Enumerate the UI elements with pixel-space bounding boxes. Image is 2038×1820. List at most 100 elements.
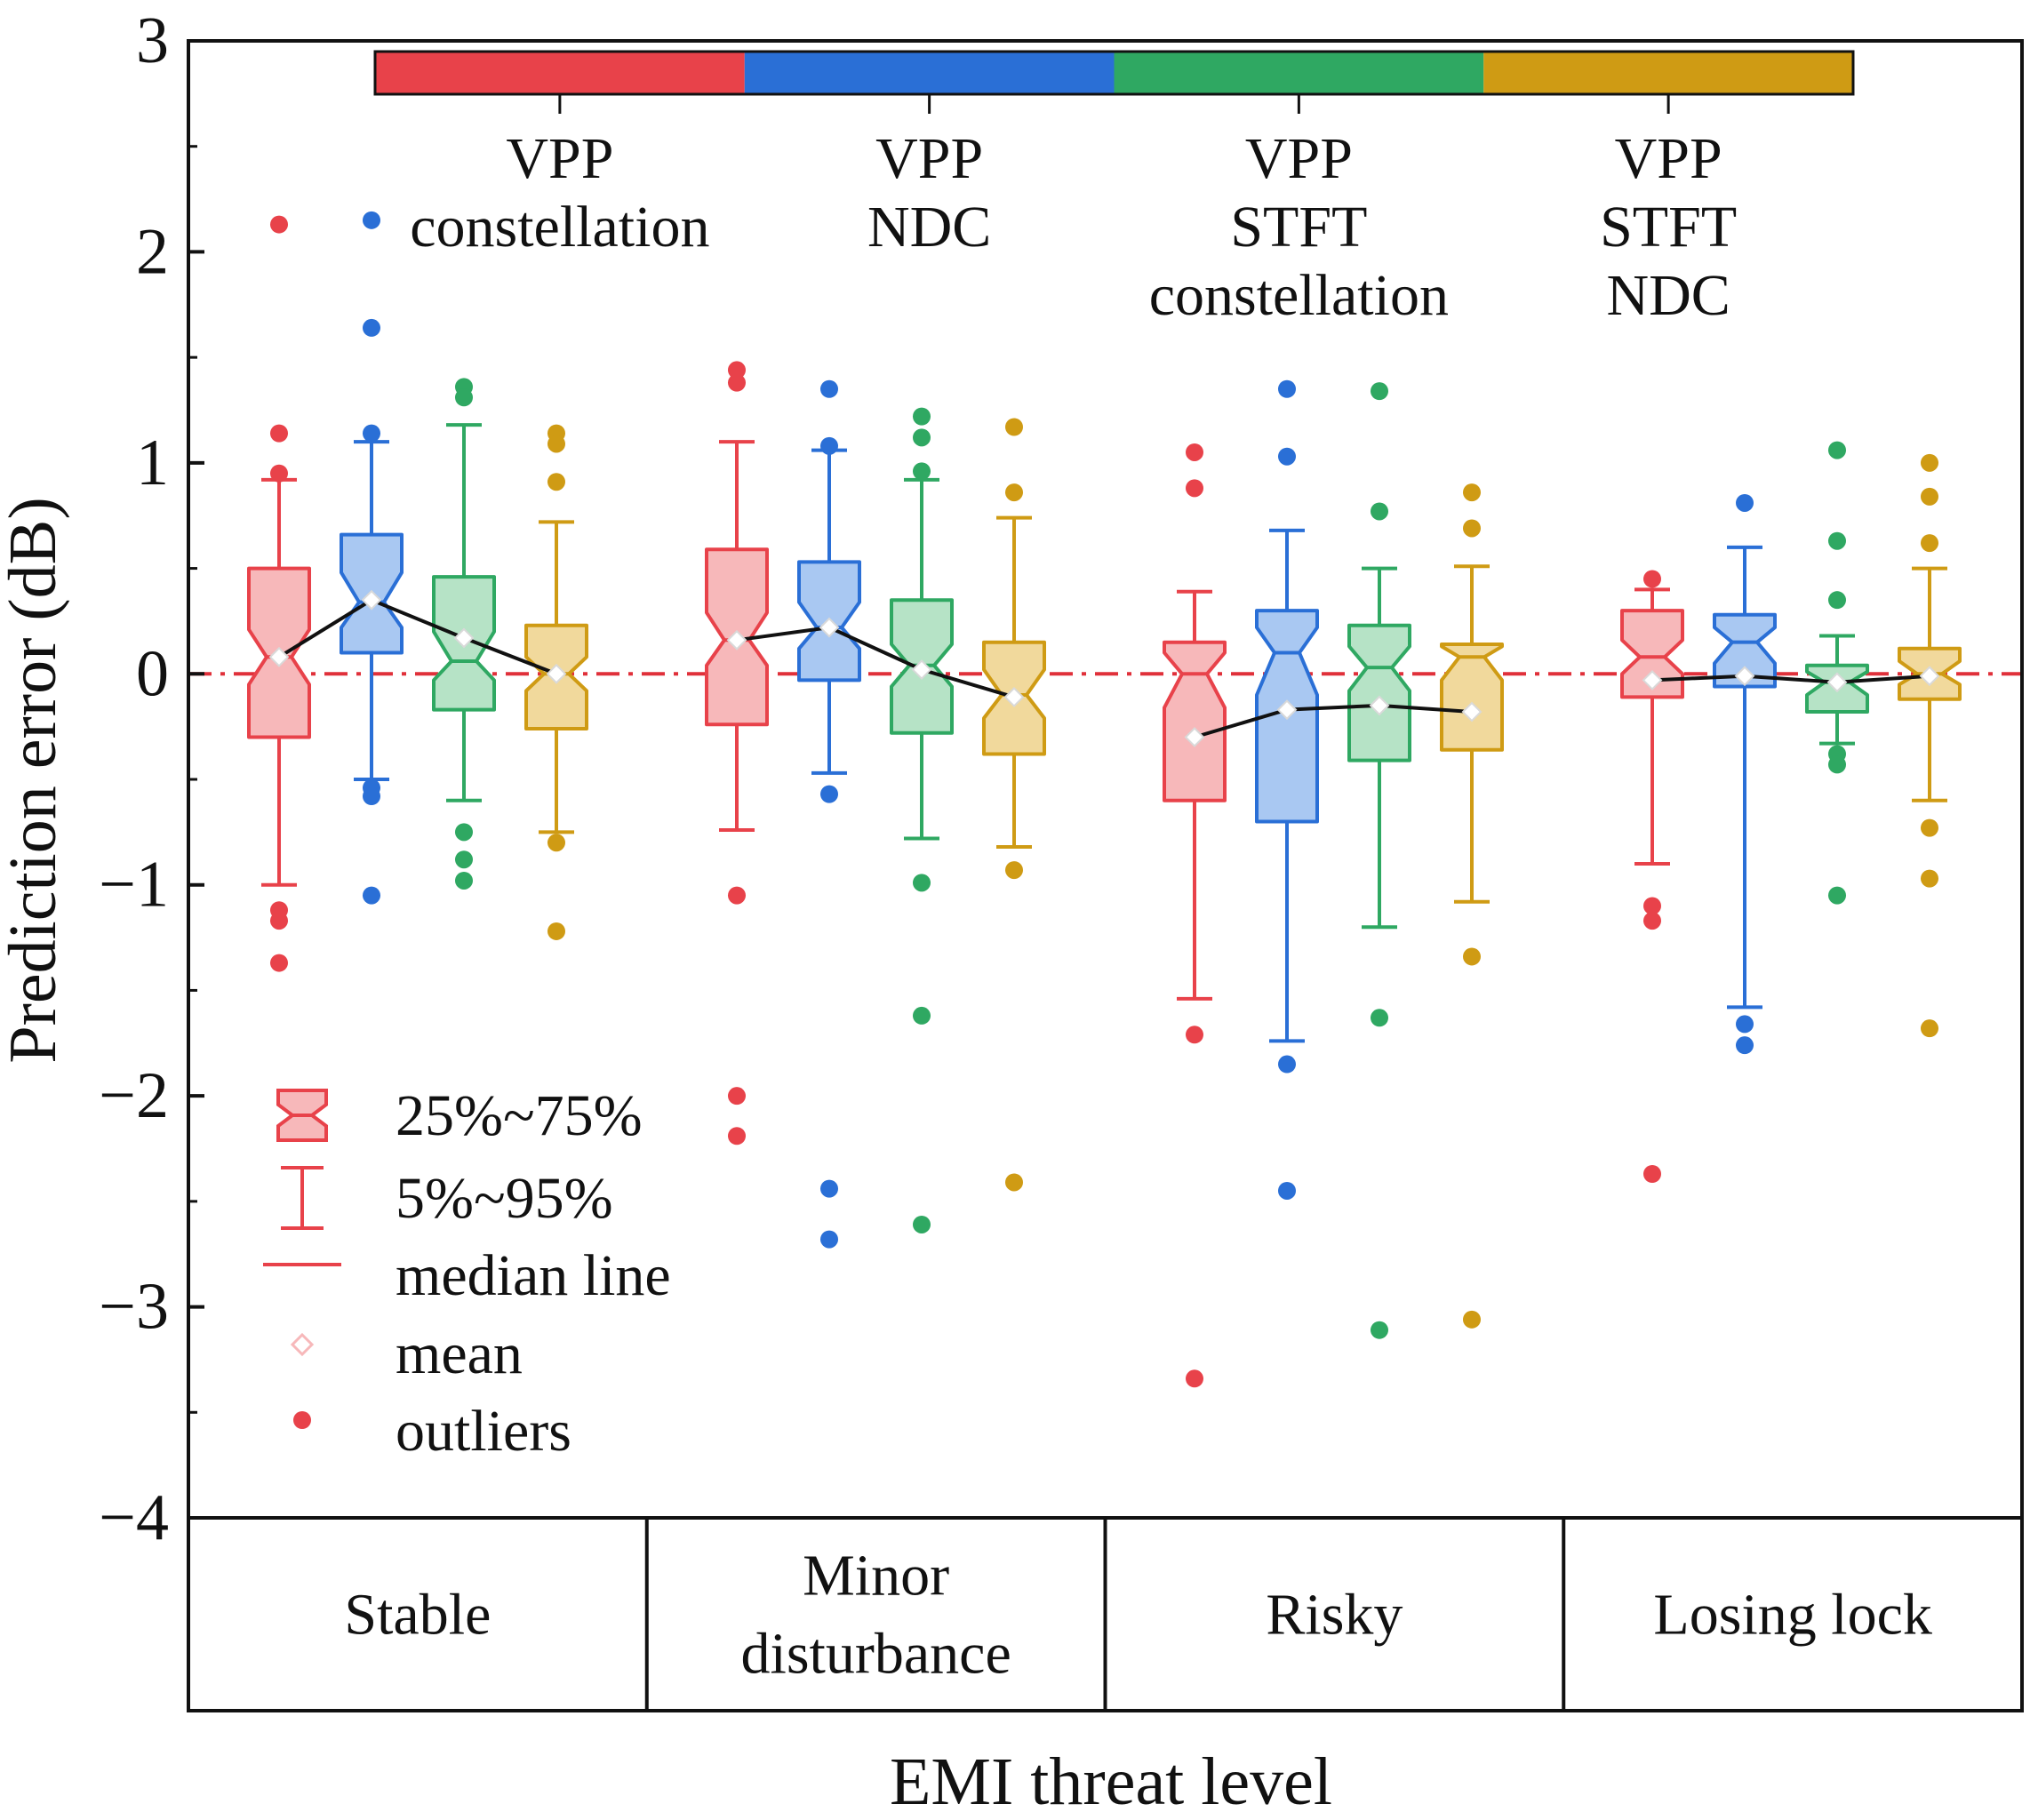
series-label: VPP NDC — [867, 126, 991, 259]
outlier-point — [1005, 483, 1023, 502]
series-3 — [432, 378, 1869, 1339]
category-label-line: Risky — [1266, 1583, 1403, 1648]
outlier-point — [455, 388, 473, 407]
outlier-point — [913, 1215, 931, 1233]
outlier-point — [728, 886, 746, 905]
outlier-point — [547, 834, 565, 852]
outlier-point — [1278, 447, 1296, 466]
mean-marker — [1734, 666, 1755, 687]
outlier-point — [1921, 534, 1938, 553]
mean-marker — [1919, 666, 1940, 687]
outlier-point — [913, 428, 931, 447]
y-tick-label: 2 — [136, 215, 169, 288]
outlier-point — [1921, 869, 1938, 888]
series-label-line: NDC — [1606, 263, 1730, 328]
outlier-point — [728, 1127, 746, 1145]
mean-marker — [1461, 701, 1483, 722]
box-1-2 — [705, 361, 769, 1145]
outlier-point — [820, 785, 838, 803]
mean-marker — [911, 659, 932, 680]
outlier-point — [1736, 493, 1754, 512]
outlier-point — [820, 436, 838, 455]
box-3-2 — [890, 407, 954, 1233]
category-label: Stable — [344, 1583, 491, 1648]
outlier-point — [1278, 379, 1296, 398]
outlier-point — [820, 379, 838, 398]
outlier-point — [1643, 912, 1661, 930]
mean-marker — [1369, 695, 1390, 716]
outlier-point — [1371, 502, 1388, 521]
outlier-point — [455, 823, 473, 842]
outlier-point — [455, 871, 473, 890]
category-label: Minor disturbance — [741, 1544, 1011, 1687]
outlier-point — [1828, 531, 1846, 550]
y-tick-label: 3 — [136, 4, 169, 77]
outlier-point — [1005, 1173, 1023, 1192]
color-bar-segment — [744, 52, 1115, 94]
iqr-box — [1163, 640, 1227, 802]
outlier-point — [455, 850, 473, 869]
mean-connector-line — [736, 626, 1015, 699]
box-3-3 — [1347, 382, 1411, 1339]
box-4-2 — [982, 418, 1046, 1192]
category-table: Stable Minor disturbance Risky Losing lock — [187, 1516, 2024, 1712]
iqr-box — [1620, 609, 1684, 699]
color-bar-segment — [1114, 52, 1484, 94]
y-axis-label: Prediction error (dB) — [0, 497, 70, 1063]
y-tick-label: −1 — [99, 849, 169, 922]
outlier-point — [1186, 479, 1203, 498]
mean-marker — [1826, 672, 1848, 693]
legend-label: 25%~75% — [396, 1083, 643, 1148]
outlier-point — [547, 922, 565, 940]
outlier-point — [913, 462, 931, 481]
mean-marker — [1642, 669, 1663, 690]
series-label-line: VPP — [875, 126, 983, 191]
iqr-box — [1713, 612, 1777, 689]
iqr-box — [1347, 623, 1411, 762]
outlier-point — [1921, 487, 1938, 506]
mean-marker — [453, 627, 475, 649]
outlier-point — [913, 874, 931, 892]
outlier-point — [820, 1179, 838, 1198]
outlier-point — [1371, 1009, 1388, 1027]
mean-marker — [546, 663, 567, 684]
outlier-point — [1186, 443, 1203, 461]
series-label-line: VPP — [1245, 126, 1353, 191]
outlier-point — [1643, 1164, 1661, 1183]
box-4-3 — [1440, 483, 1504, 1329]
iqr-box — [1440, 643, 1504, 752]
mean-marker — [1184, 727, 1205, 747]
mean-connector-line — [1651, 674, 1930, 684]
outlier-point — [1005, 861, 1023, 880]
outlier-point — [547, 435, 565, 453]
y-axis: 3 2 1 0 −1 −2 −3 −4 — [99, 4, 204, 1554]
outlier-point — [363, 886, 380, 905]
box-1-1 — [247, 215, 311, 972]
outlier-point — [1828, 591, 1846, 610]
series-label-line: STFT — [1600, 195, 1737, 259]
series-label-line: VPP — [1615, 126, 1722, 191]
y-tick-label: 1 — [136, 427, 169, 499]
box-2-4 — [1713, 493, 1777, 1055]
outlier-point — [820, 1230, 838, 1249]
mean-connector-line — [1194, 703, 1473, 739]
outlier-point — [1463, 483, 1481, 502]
legend-label: 5%~95% — [396, 1166, 613, 1231]
series-label-line: NDC — [867, 195, 991, 259]
y-tick-label: 0 — [136, 637, 169, 710]
mean-marker — [1276, 699, 1298, 721]
outlier-point — [1278, 1181, 1296, 1200]
outlier-point — [1828, 441, 1846, 459]
outlier-point — [913, 407, 931, 426]
series-label: VPP constellation — [410, 126, 709, 259]
outlier-point — [270, 424, 288, 443]
outlier-point — [1186, 1026, 1203, 1044]
outlier-point — [728, 1087, 746, 1106]
outlier-point — [270, 215, 288, 234]
outlier-point — [270, 912, 288, 930]
outlier-point — [363, 424, 380, 443]
legend-mean-symbol — [290, 1332, 315, 1357]
color-bar-segment — [375, 52, 745, 94]
outlier-point — [1643, 570, 1661, 588]
box-2-2 — [797, 379, 861, 1249]
